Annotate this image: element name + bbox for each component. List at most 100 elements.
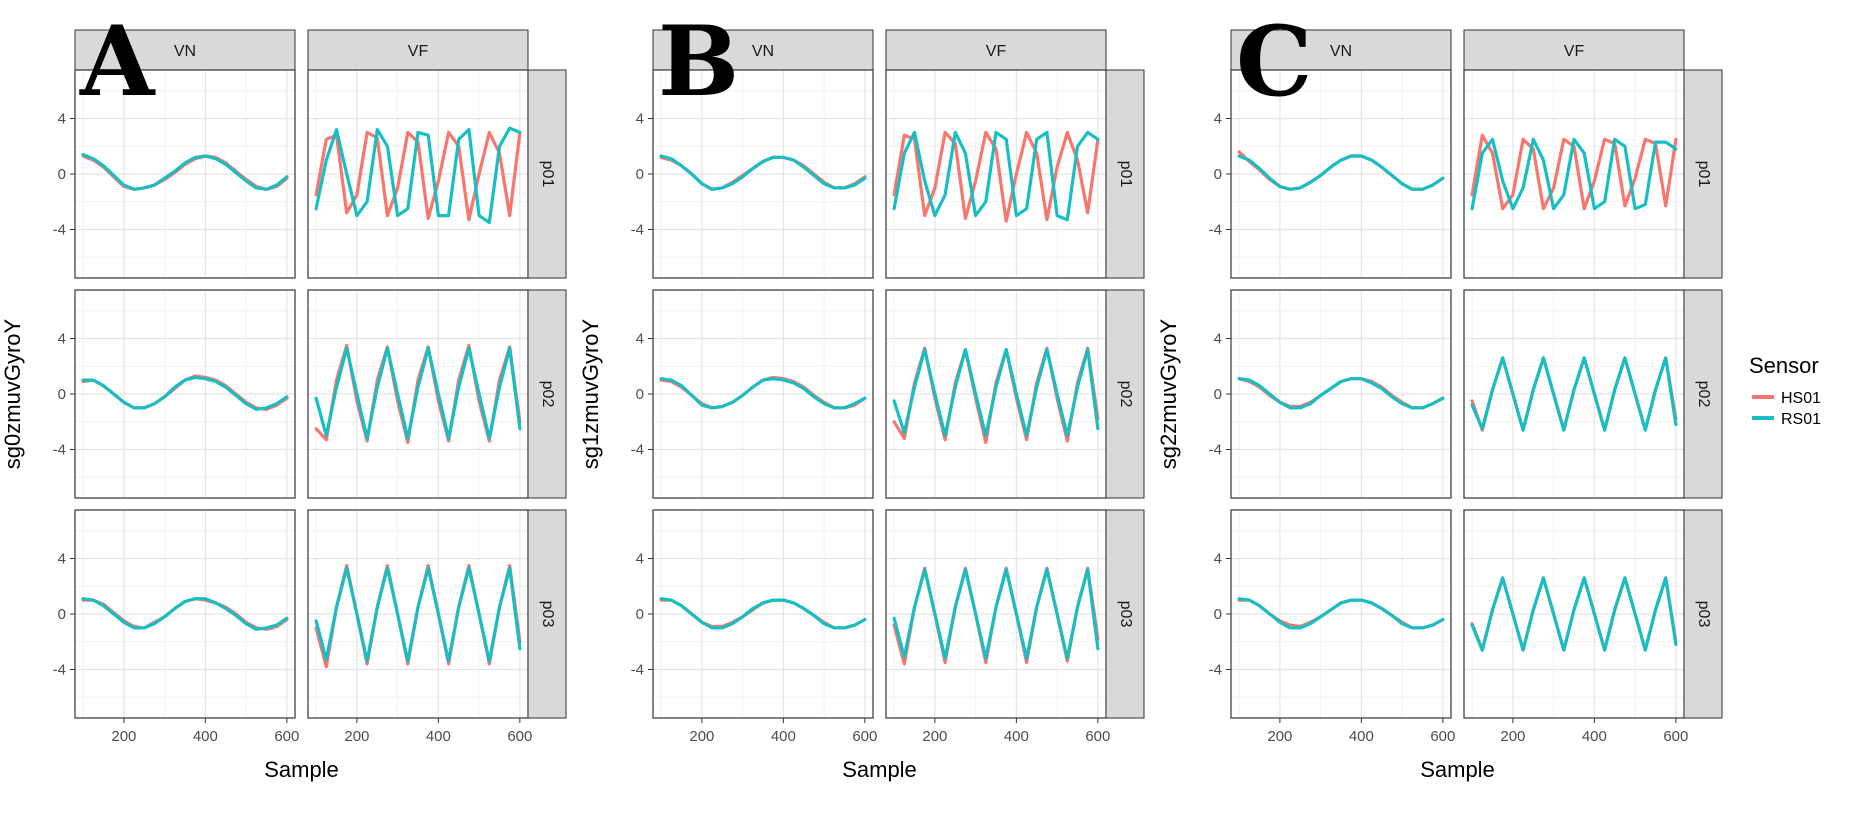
row-strip-label: p02	[539, 381, 556, 408]
panel-letter: B	[658, 5, 739, 118]
y-tick-label: 0	[58, 166, 66, 183]
series-line-rs01	[1470, 576, 1678, 652]
x-axis-title: Sample	[842, 757, 917, 782]
row-strip-label: p01	[1695, 161, 1712, 188]
row-strip-p02	[527, 289, 567, 499]
y-tick-label: -4	[53, 441, 66, 458]
facet-panel-vf-p02	[307, 289, 529, 499]
column-strip-label: VF	[408, 43, 429, 60]
y-tick-label: -4	[631, 221, 644, 238]
facet-panel-vf-p01	[307, 69, 529, 279]
y-tick-label: 4	[1214, 111, 1222, 128]
series-line-rs01	[81, 153, 289, 191]
legend: Sensor HS01 RS01	[1749, 353, 1821, 428]
x-tick-label: 600	[1663, 728, 1688, 745]
column-strip-label: VN	[752, 43, 774, 60]
row-strip-label: p03	[539, 601, 556, 628]
row-strip-p02	[1683, 289, 1723, 499]
chart-B: VN VF 4 0 -4 p01 4 0 -4 p02 4 0 -4 200 400 600 200 400 600…	[578, 5, 1145, 782]
column-strip-label: VN	[1330, 43, 1352, 60]
x-tick-label: 200	[922, 728, 947, 745]
facet-panel-vf-p03	[885, 509, 1107, 719]
y-tick-label: 0	[636, 386, 644, 403]
y-tick-label: 4	[1214, 331, 1222, 348]
facet-panel-vn-p02	[74, 289, 296, 499]
facet-panel-vn-p01	[74, 69, 296, 279]
chart-A: VN VF 4 0 -4 p01 4 0 -4 p02 4 0 -4 200 400 600 200 400 600…	[0, 5, 567, 782]
row-strip-label: p01	[539, 161, 556, 188]
series-line-rs01	[1237, 597, 1445, 630]
x-tick-label: 600	[1085, 728, 1110, 745]
row-strip-p03	[527, 509, 567, 719]
x-tick-label: 600	[274, 728, 299, 745]
series-line-rs01	[659, 597, 867, 630]
column-strip-vn	[74, 29, 296, 71]
y-tick-label: -4	[631, 441, 644, 458]
series-line-rs01	[81, 375, 289, 411]
row-strip-label: p01	[1117, 161, 1134, 188]
facet-panel-vf-p03	[1463, 509, 1685, 719]
facet-panel-vf-p01	[1463, 69, 1685, 279]
y-tick-label: 0	[1214, 386, 1222, 403]
facet-panel-vn-p03	[1230, 509, 1452, 719]
y-tick-label: -4	[1209, 441, 1222, 458]
x-tick-label: 200	[1500, 728, 1525, 745]
row-strip-label: p02	[1695, 381, 1712, 408]
y-axis-title: sg0zmuvGyroY	[0, 318, 25, 469]
series-line-rs01	[314, 346, 522, 440]
x-tick-label: 400	[1349, 728, 1374, 745]
chart-C: VN VF 4 0 -4 p01 4 0 -4 p02 4 0 -4 200 400 600 200 400 600…	[1156, 5, 1723, 782]
column-strip-label: VN	[174, 43, 196, 60]
x-tick-label: 400	[1004, 728, 1029, 745]
y-tick-label: 4	[636, 111, 644, 128]
row-strip-p03	[1683, 509, 1723, 719]
facet-panel-vn-p03	[652, 509, 874, 719]
y-tick-label: -4	[631, 661, 644, 678]
row-strip-p02	[1105, 289, 1145, 499]
series-line-rs01	[1470, 137, 1678, 211]
series-line-rs01	[1470, 356, 1678, 432]
y-tick-label: 0	[58, 386, 66, 403]
y-tick-label: -4	[1209, 221, 1222, 238]
y-tick-label: 4	[1214, 551, 1222, 568]
y-tick-label: 4	[58, 111, 66, 128]
row-strip-p01	[527, 69, 567, 279]
facet-panel-vf-p01	[885, 69, 1107, 279]
x-tick-label: 200	[1267, 728, 1292, 745]
column-strip-vf	[1463, 29, 1685, 71]
x-tick-label: 600	[852, 728, 877, 745]
y-axis-title: sg1zmuvGyroY	[578, 318, 603, 469]
y-tick-label: 0	[1214, 166, 1222, 183]
series-line-rs01	[314, 126, 522, 225]
series-line-rs01	[892, 567, 1100, 661]
legend-label-hs01: HS01	[1781, 390, 1821, 407]
y-tick-label: -4	[53, 221, 66, 238]
y-tick-label: 4	[58, 331, 66, 348]
y-tick-label: 0	[636, 606, 644, 623]
facet-panel-vn-p01	[652, 69, 874, 279]
series-line-rs01	[892, 130, 1100, 222]
series-line-rs01	[892, 348, 1100, 438]
facet-panel-vn-p03	[74, 509, 296, 719]
y-tick-label: -4	[1209, 661, 1222, 678]
series-line-rs01	[314, 566, 522, 663]
facet-panel-vn-p01	[1230, 69, 1452, 279]
facet-panel-vn-p02	[652, 289, 874, 499]
series-line-hs01	[892, 130, 1100, 223]
row-strip-p03	[1105, 509, 1145, 719]
panel-letter: C	[1236, 5, 1312, 118]
column-strip-vn	[652, 29, 874, 71]
y-tick-label: 0	[636, 166, 644, 183]
column-strip-label: VF	[986, 43, 1007, 60]
legend-title: Sensor	[1749, 353, 1819, 378]
y-tick-label: 4	[636, 331, 644, 348]
column-strip-vf	[307, 29, 529, 71]
series-line-rs01	[1237, 154, 1445, 191]
series-line-rs01	[659, 154, 867, 191]
x-tick-label: 200	[344, 728, 369, 745]
y-axis-title: sg2zmuvGyroY	[1156, 318, 1181, 469]
legend-label-rs01: RS01	[1781, 411, 1821, 428]
x-tick-label: 400	[1582, 728, 1607, 745]
